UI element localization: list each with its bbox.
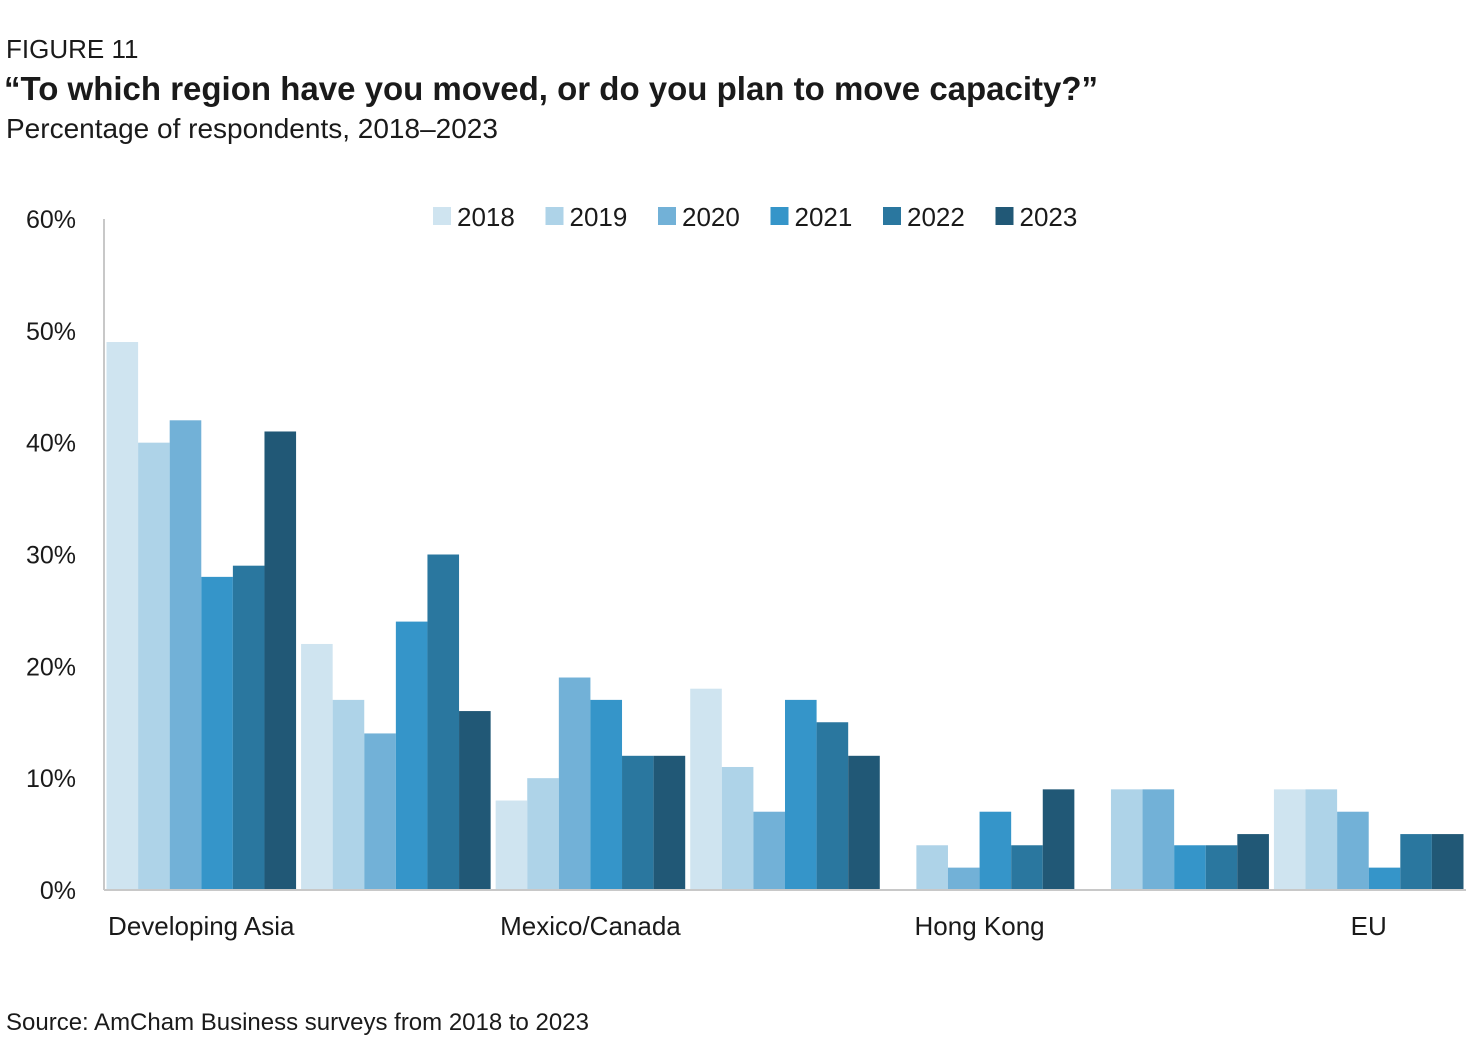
bar-2023 [1042, 789, 1075, 890]
bars [106, 342, 1464, 890]
legend-label-2021: 2021 [795, 202, 853, 232]
bar-2020 [1337, 811, 1369, 890]
bar-2020 [947, 867, 980, 890]
bar-2022 [232, 565, 265, 890]
bar-2021 [1174, 845, 1206, 890]
bar-2019 [916, 845, 948, 890]
bar-2023 [264, 431, 297, 890]
legend-swatch-2023 [995, 207, 1014, 225]
bar-2022 [622, 755, 654, 890]
bar-2021 [1368, 867, 1401, 890]
bar-2023 [1431, 834, 1464, 890]
bar-2018 [690, 688, 722, 890]
y-tick-label: 60% [26, 206, 76, 234]
chart-subtitle: Percentage of respondents, 2018–2023 [6, 113, 498, 144]
x-axis: Developing Asia Mexico/Canada Hong Kong EU [104, 889, 1466, 941]
bar-2021 [395, 621, 428, 890]
figure-label: FIGURE 11 [6, 34, 139, 64]
bar-2021 [785, 699, 817, 890]
legend-label-2020: 2020 [682, 202, 740, 232]
bar-2019 [1305, 789, 1338, 890]
bar-2021 [979, 811, 1012, 890]
y-tick-label: 30% [26, 542, 76, 570]
legend-label-2019: 2019 [570, 202, 628, 232]
bar-2019 [138, 442, 170, 890]
legend-swatch-2019 [545, 207, 564, 225]
bar-2020 [169, 420, 202, 890]
legend-swatch-2020 [658, 207, 676, 225]
bar-chart: 0% 10% 20% 30% 40% 50% 60% Developing Asia Mexi… [26, 202, 1466, 941]
x-category-label: Hong Kong [915, 911, 1045, 941]
bar-2019 [332, 699, 365, 890]
bar-2020 [753, 811, 785, 890]
bar-2023 [459, 711, 491, 890]
bar-2021 [201, 576, 233, 890]
bar-2023 [653, 755, 686, 890]
legend-swatch-2018 [433, 207, 451, 225]
x-category-label: Mexico/Canada [500, 911, 681, 941]
y-tick-label: 10% [26, 765, 76, 793]
legend-label-2022: 2022 [907, 202, 965, 232]
bar-2022 [1011, 845, 1043, 890]
bar-2022 [1400, 834, 1432, 890]
bar-2022 [427, 554, 460, 890]
bar-2019 [1110, 789, 1143, 890]
bar-2018 [495, 800, 528, 890]
y-tick-label: 0% [40, 877, 76, 905]
legend-label-2018: 2018 [457, 202, 515, 232]
bar-2021 [590, 699, 623, 890]
bar-2023 [1237, 834, 1269, 890]
bar-2020 [558, 677, 591, 890]
bar-2023 [848, 755, 880, 890]
y-tick-label: 40% [26, 430, 76, 458]
bar-2019 [527, 778, 559, 890]
bar-2020 [364, 733, 396, 890]
bar-2022 [816, 722, 849, 890]
chart-title: “To which region have you moved, or do y… [4, 70, 1099, 107]
legend: 2018 2019 2020 2021 2022 2023 [433, 202, 1077, 232]
y-axis: 0% 10% 20% 30% 40% 50% 60% [26, 206, 105, 905]
bar-2018 [106, 342, 139, 890]
legend-swatch-2022 [883, 207, 901, 225]
bar-2022 [1205, 845, 1238, 890]
source-note: Source: AmCham Business surveys from 201… [6, 1009, 589, 1036]
y-tick-label: 50% [26, 318, 76, 346]
bar-2020 [1142, 789, 1175, 890]
legend-label-2023: 2023 [1020, 202, 1078, 232]
legend-swatch-2021 [770, 207, 789, 225]
x-category-label: Developing Asia [108, 911, 295, 941]
y-tick-label: 20% [26, 653, 76, 681]
bar-2019 [721, 766, 754, 890]
x-category-label: EU [1351, 911, 1387, 941]
bar-2018 [301, 643, 333, 890]
bar-2018 [1273, 789, 1306, 890]
